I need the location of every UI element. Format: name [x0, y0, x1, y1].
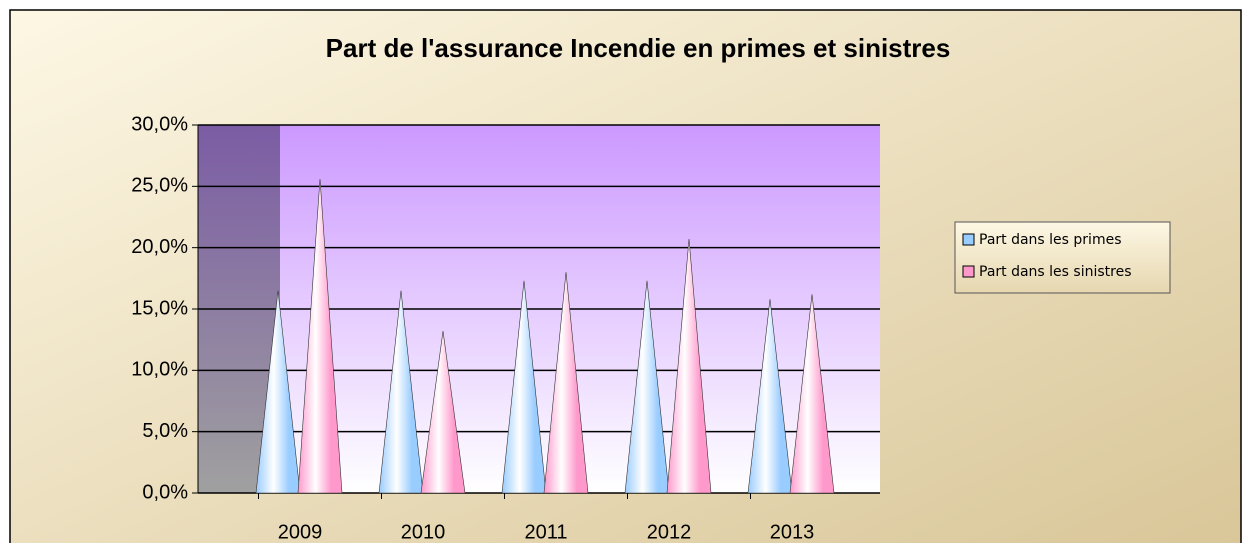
y-tick-label: 30,0% — [131, 113, 188, 135]
legend-swatch — [962, 233, 975, 246]
cone — [543, 272, 589, 494]
cone — [297, 178, 343, 494]
cone — [378, 290, 424, 494]
cone — [420, 331, 466, 494]
y-tick-label: 10,0% — [131, 359, 188, 381]
y-tick-label: 15,0% — [131, 297, 188, 319]
x-tick-label: 2013 — [770, 521, 815, 543]
x-tick-label: 2009 — [278, 521, 323, 543]
cone — [789, 294, 835, 494]
legend-swatch — [962, 265, 975, 278]
legend-label: Part dans les primes — [979, 232, 1122, 248]
y-tick-label: 20,0% — [131, 236, 188, 258]
x-tick-label: 2010 — [401, 521, 446, 543]
y-tick-label: 0,0% — [142, 481, 188, 503]
cone — [666, 239, 712, 494]
x-tick-label: 2012 — [647, 521, 692, 543]
x-tick-label: 2011 — [524, 521, 567, 543]
legend-box — [954, 221, 1171, 294]
y-tick-label: 25,0% — [131, 175, 188, 197]
cone — [624, 280, 670, 494]
chart-title: Part de l'assurance Incendie en primes e… — [326, 33, 951, 63]
cone — [747, 299, 793, 494]
cone — [501, 280, 547, 494]
y-tick-label: 5,0% — [142, 420, 188, 442]
legend-label: Part dans les sinistres — [979, 264, 1132, 280]
cone — [255, 290, 301, 494]
